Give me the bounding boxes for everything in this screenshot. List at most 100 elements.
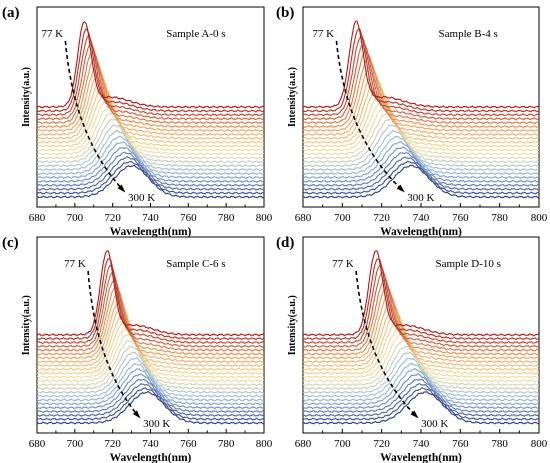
x-tick-label: 720 bbox=[373, 212, 390, 224]
annotation-low-temp: 77 K bbox=[41, 28, 63, 40]
y-axis-label: Intensity(a.u.) bbox=[287, 67, 298, 127]
spectrum-line bbox=[37, 50, 264, 125]
spectra-group bbox=[37, 250, 264, 425]
y-axis-label: Intensity(a.u.) bbox=[21, 295, 32, 355]
x-tick-label: 780 bbox=[218, 212, 235, 224]
spectrum-line bbox=[303, 124, 539, 168]
spectrum-line bbox=[303, 264, 539, 345]
x-tick-label: 760 bbox=[452, 438, 469, 450]
spectrum-line bbox=[303, 65, 539, 133]
chart-panel-b: (b) 77 K 300 K Sample B-4 s 680 700 720 740 760 7… bbox=[276, 5, 548, 238]
spectrum-line bbox=[303, 307, 539, 368]
x-tick-label: 740 bbox=[413, 438, 430, 450]
spectrum-line bbox=[37, 373, 264, 410]
spectra-group bbox=[303, 250, 539, 425]
chart-panel-a: (a) 77 K 300 K Sample A-0 s 680 700 720 740 760 7… bbox=[2, 5, 273, 238]
spectrum-line bbox=[37, 124, 264, 168]
x-tick-label: 760 bbox=[180, 438, 197, 450]
spectrum-line bbox=[303, 271, 539, 348]
panel-label: (a) bbox=[2, 5, 20, 21]
spectrum-line bbox=[303, 164, 539, 199]
spectrum-line bbox=[37, 293, 264, 360]
spectrum-line bbox=[37, 42, 264, 121]
spectrum-line bbox=[37, 164, 264, 199]
x-tick-label: 700 bbox=[67, 438, 84, 450]
spectrum-line bbox=[37, 92, 264, 148]
spectrum-line bbox=[37, 307, 264, 368]
spectrum-line bbox=[37, 387, 264, 421]
spectrum-line bbox=[37, 118, 264, 164]
spectrum-line bbox=[303, 92, 539, 148]
x-tick-label: 800 bbox=[256, 438, 273, 450]
spectrum-line bbox=[37, 105, 264, 156]
spectrum-line bbox=[37, 378, 264, 414]
spectrum-line bbox=[37, 130, 264, 172]
x-tick-label: 780 bbox=[491, 438, 508, 450]
spectrum-line bbox=[303, 278, 539, 352]
spectrum-line bbox=[303, 250, 539, 337]
spectrum-line bbox=[37, 112, 264, 160]
panel-label: (c) bbox=[2, 235, 19, 251]
spectrum-line bbox=[37, 271, 264, 348]
annotation-high-temp: 300 K bbox=[143, 418, 170, 430]
x-tick-label: 680 bbox=[295, 438, 312, 450]
annotation-low-temp: 77 K bbox=[332, 258, 354, 270]
temperature-arrow-head bbox=[132, 410, 141, 419]
spectrum-line bbox=[303, 327, 539, 379]
spectra-group bbox=[303, 20, 539, 199]
x-tick-label: 680 bbox=[295, 212, 312, 224]
sample-title: Sample C-6 s bbox=[166, 258, 225, 270]
spectrum-line bbox=[37, 258, 264, 341]
spectrum-line bbox=[37, 264, 264, 345]
spectrum-line bbox=[37, 58, 264, 129]
x-tick-label: 740 bbox=[413, 212, 430, 224]
spectrum-line bbox=[37, 362, 264, 402]
spectrum-line bbox=[303, 27, 539, 113]
spectrum-line bbox=[303, 386, 539, 421]
x-tick-label: 720 bbox=[373, 438, 390, 450]
spectrum-line bbox=[303, 99, 539, 152]
spectrum-line bbox=[37, 135, 264, 176]
spectrum-line bbox=[37, 299, 264, 364]
chart-panel-c: (c) 77 K 300 K Sample C-6 s 680 700 720 740 760 7… bbox=[2, 235, 273, 463]
spectrum-line bbox=[37, 351, 264, 394]
annotation-high-temp: 300 K bbox=[407, 192, 434, 204]
chart-panel-d: (d) 77 K 300 K Sample D-10 s 680 700 720 740 760… bbox=[276, 235, 548, 463]
spectrum-line bbox=[303, 313, 539, 371]
temperature-arrow bbox=[355, 270, 418, 418]
spectrum-line bbox=[303, 286, 539, 356]
spectrum-line bbox=[303, 378, 539, 414]
spectrum-line bbox=[37, 155, 264, 191]
spectrum-line bbox=[37, 391, 264, 425]
x-tick-label: 680 bbox=[29, 212, 46, 224]
spectrum-line bbox=[303, 367, 539, 406]
spectrum-line bbox=[37, 160, 264, 195]
spectrum-line bbox=[37, 250, 264, 337]
spectrum-line bbox=[37, 65, 264, 133]
spectrum-line bbox=[303, 20, 539, 109]
temperature-arrow-head bbox=[410, 410, 419, 419]
spectrum-line bbox=[303, 105, 539, 156]
spectrum-line bbox=[303, 129, 539, 172]
x-tick-label: 800 bbox=[531, 212, 548, 224]
y-axis-label: Intensity(a.u.) bbox=[287, 295, 298, 355]
x-tick-label: 780 bbox=[491, 212, 508, 224]
spectrum-line bbox=[37, 279, 264, 352]
spectrum-line bbox=[37, 141, 264, 180]
spectrum-line bbox=[303, 51, 539, 125]
spectrum-line bbox=[37, 326, 264, 379]
spectrum-line bbox=[37, 99, 264, 152]
panel-label: (d) bbox=[276, 235, 294, 251]
spectrum-line bbox=[37, 320, 264, 375]
x-axis-label: Wavelength(nm) bbox=[380, 226, 462, 238]
x-axis-label: Wavelength(nm) bbox=[110, 226, 192, 238]
sample-title: Sample D-10 s bbox=[436, 258, 501, 270]
panel-label: (b) bbox=[276, 5, 294, 21]
x-tick-label: 780 bbox=[218, 438, 235, 450]
x-tick-label: 760 bbox=[452, 212, 469, 224]
x-tick-label: 700 bbox=[67, 212, 84, 224]
spectrum-line bbox=[303, 156, 539, 191]
x-tick-label: 740 bbox=[142, 438, 159, 450]
annotation-high-temp: 300 K bbox=[128, 192, 155, 204]
